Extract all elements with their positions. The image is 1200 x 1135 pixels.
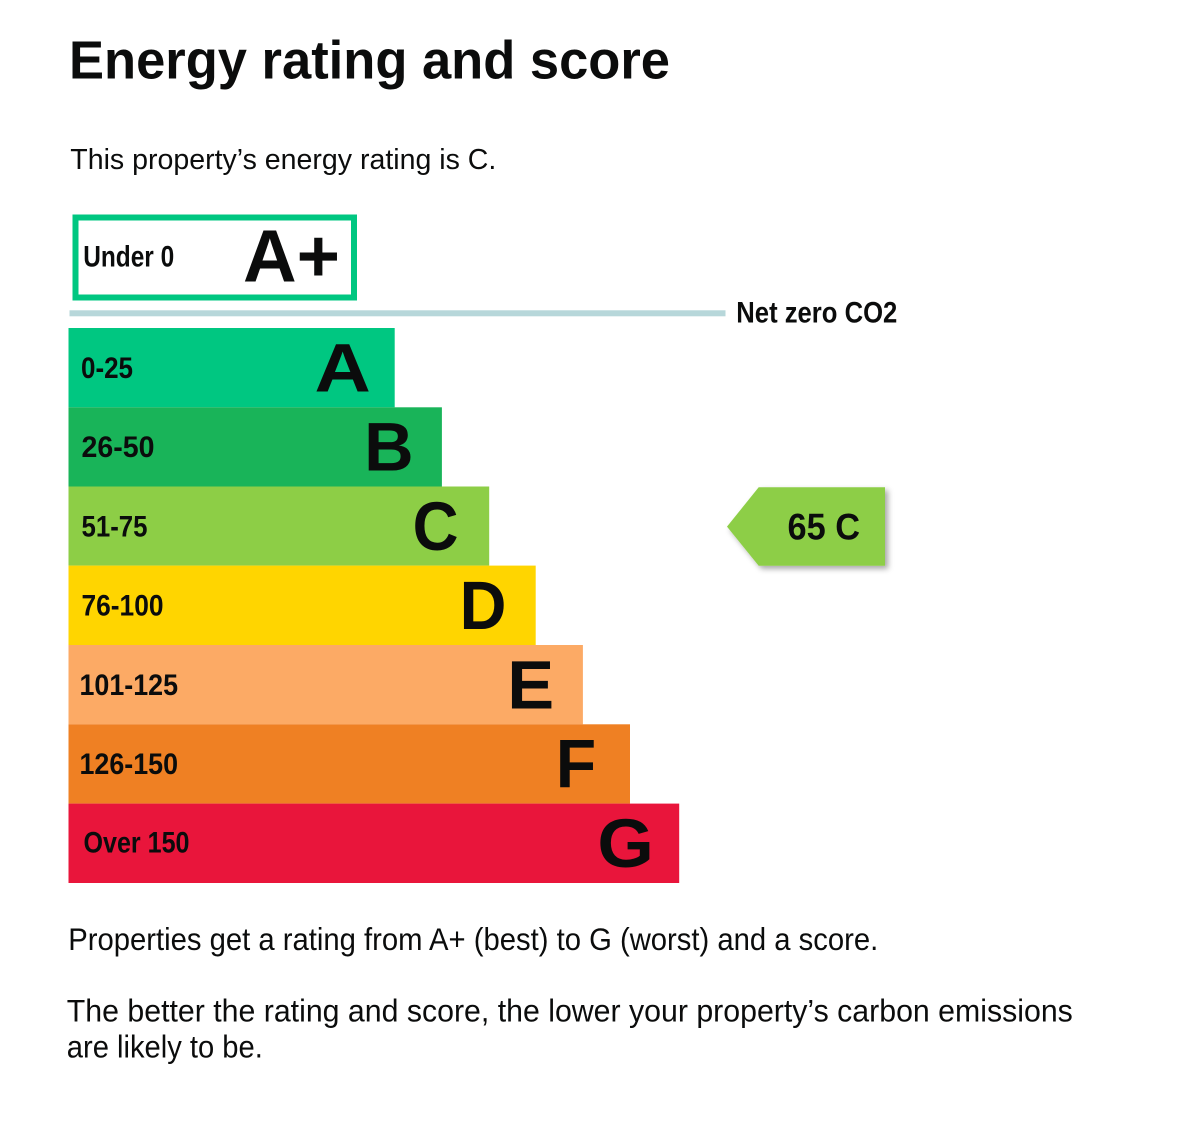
svg-text:are likely to be.: are likely to be. bbox=[67, 1028, 263, 1064]
svg-text:A+: A+ bbox=[243, 215, 340, 298]
svg-text:D: D bbox=[460, 567, 507, 644]
svg-text:76-100: 76-100 bbox=[82, 590, 164, 623]
svg-text:Over 150: Over 150 bbox=[84, 827, 190, 860]
svg-text:Net zero CO2: Net zero CO2 bbox=[736, 297, 897, 330]
svg-text:E: E bbox=[507, 646, 554, 723]
svg-text:51-75: 51-75 bbox=[82, 510, 148, 543]
svg-text:Under 0: Under 0 bbox=[83, 240, 174, 273]
svg-text:G: G bbox=[597, 805, 654, 882]
svg-text:Properties get a rating from A: Properties get a rating from A+ (best) t… bbox=[68, 921, 878, 957]
svg-text:B: B bbox=[364, 409, 414, 486]
svg-text:A: A bbox=[315, 329, 371, 406]
svg-text:C: C bbox=[413, 488, 459, 565]
svg-text:The better the rating and scor: The better the rating and score, the low… bbox=[67, 992, 1073, 1028]
svg-text:26-50: 26-50 bbox=[82, 431, 155, 464]
svg-text:101-125: 101-125 bbox=[80, 669, 179, 702]
svg-text:65 C: 65 C bbox=[788, 506, 861, 548]
svg-text:Energy rating and score: Energy rating and score bbox=[69, 32, 670, 91]
svg-text:126-150: 126-150 bbox=[80, 748, 179, 781]
svg-text:0-25: 0-25 bbox=[81, 352, 133, 385]
svg-text:This property’s energy rating: This property’s energy rating is C. bbox=[70, 144, 496, 176]
svg-text:F: F bbox=[556, 726, 596, 803]
